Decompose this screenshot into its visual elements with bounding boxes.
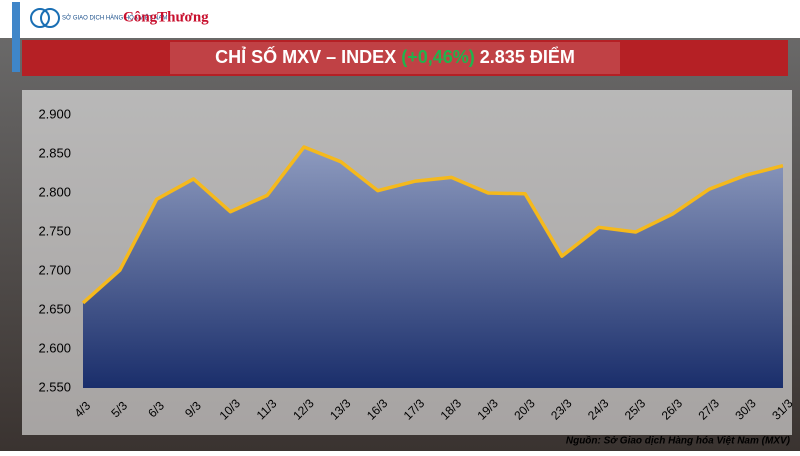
title-change: (+0,46%) [401, 47, 475, 67]
logo-exchange: SỞ GIAO DỊCH HÀNG HÓA VIỆT NAM [62, 14, 167, 22]
title-value: 2.835 ĐIỂM [480, 46, 575, 67]
y-tick-label: 2.850 [38, 145, 71, 160]
title-box [170, 42, 620, 74]
chart-title: CHỈ SỐ MXV – INDEX (+0,46%) 2.835 ĐIỂM [215, 46, 575, 67]
y-tick-label: 2.550 [38, 379, 71, 394]
header-bar [0, 0, 800, 38]
area [83, 146, 783, 388]
y-tick-label: 2.750 [38, 223, 71, 238]
source-note: Nguồn: Sở Giao dịch Hàng hóa Việt Nam (M… [566, 435, 791, 447]
accent-bar [12, 2, 20, 72]
y-tick-label: 2.800 [38, 184, 71, 199]
title-band [22, 40, 788, 76]
y-tick-label: 2.900 [38, 106, 71, 121]
line [81, 145, 784, 305]
y-tick-label: 2.650 [38, 301, 71, 316]
logo-brand: CôngThương [123, 9, 209, 25]
y-tick-label: 2.600 [38, 340, 71, 355]
title-main: CHỈ SỐ MXV – INDEX [215, 46, 396, 67]
y-tick-label: 2.700 [38, 262, 71, 277]
logo-mark [30, 8, 60, 28]
